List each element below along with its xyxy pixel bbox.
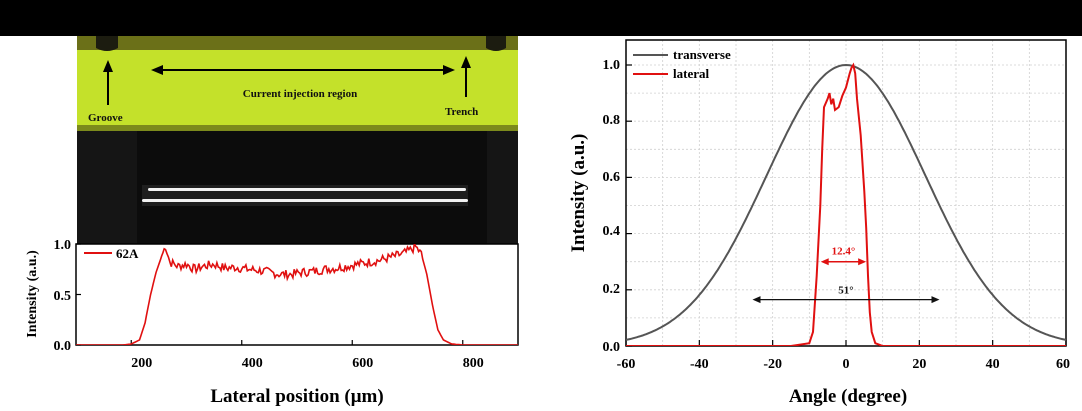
chip-bottom-edge	[77, 125, 518, 131]
region-label: Current injection region	[243, 88, 357, 100]
xlabel-b: Angle (degree)	[789, 386, 907, 407]
ylabel-b: Intensity (a.u.)	[568, 134, 589, 253]
ylabel-a: Intensity (a.u.)	[25, 250, 40, 338]
chip-top-edge	[77, 36, 518, 50]
emission-stripe-upper	[148, 188, 466, 191]
annotation-label-12.4: 12.4°	[832, 246, 856, 258]
xtick-b--60: -60	[617, 357, 636, 372]
xtick-b--20: -20	[763, 357, 782, 372]
xtick-b-20: 20	[912, 357, 926, 372]
xtick-a-600: 600	[352, 356, 373, 371]
ytick-a-0.0: 0.0	[54, 339, 72, 354]
xtick-a-200: 200	[131, 356, 152, 371]
series-line-lateral	[626, 62, 1066, 346]
xtick-b-0: 0	[843, 357, 850, 372]
xtick-b-60: 60	[1056, 357, 1070, 372]
black-header-band	[0, 0, 1082, 36]
xtick-b-40: 40	[986, 357, 1000, 372]
legend-label-transverse: transverse	[673, 47, 731, 62]
ytick-b-1.0: 1.0	[603, 58, 621, 73]
xtick-a-400: 400	[242, 356, 263, 371]
annotation-label-51: 51°	[838, 285, 853, 297]
ytick-a-0.5: 0.5	[54, 289, 72, 304]
emission-glow	[142, 185, 468, 206]
microscope-image: Groove Trench Current injection region	[77, 36, 518, 244]
series-line-62A	[76, 244, 518, 345]
xlabel-a: Lateral position (μm)	[210, 386, 383, 407]
legend-label-62A: 62A	[116, 246, 139, 261]
emission-stripe-lower	[142, 199, 468, 202]
ytick-a-1.0: 1.0	[54, 238, 72, 253]
ytick-b-0.0: 0.0	[603, 340, 621, 355]
ytick-b-0.6: 0.6	[603, 170, 621, 185]
nearfield-center	[137, 131, 487, 244]
plot-a-ticks	[76, 243, 464, 346]
groove-label: Groove	[88, 112, 123, 124]
annotation-arrowhead-right-51	[931, 296, 940, 304]
ytick-b-0.8: 0.8	[603, 113, 621, 128]
region-arrowhead-right	[443, 65, 455, 75]
chip-top-view	[77, 36, 518, 131]
xtick-b--40: -40	[690, 357, 709, 372]
width-annotations: 12.4° 51°	[752, 246, 940, 304]
ytick-b-0.2: 0.2	[603, 282, 621, 297]
groove-notch	[96, 36, 118, 51]
region-arrowhead-left	[151, 65, 163, 75]
nearfield-profile-plot: 62A 200 400 600 800 0.0 0.5 1.0 Lateral …	[25, 238, 519, 407]
trench-notch	[486, 36, 506, 51]
ytick-b-0.4: 0.4	[603, 224, 621, 239]
annotation-arrowhead-left	[820, 258, 829, 266]
series-line-transverse	[626, 63, 1066, 341]
xtick-a-800: 800	[463, 356, 484, 371]
annotation-arrowhead-right	[858, 258, 867, 266]
annotation-arrowhead-left-51	[752, 296, 761, 304]
farfield-plot: 12.4° 51° transverse lateral -60 -40 -20…	[568, 39, 1070, 407]
trench-arrowhead	[461, 56, 471, 68]
legend-label-lateral: lateral	[673, 66, 709, 81]
groove-arrowhead	[103, 60, 113, 72]
trench-label: Trench	[445, 106, 478, 118]
